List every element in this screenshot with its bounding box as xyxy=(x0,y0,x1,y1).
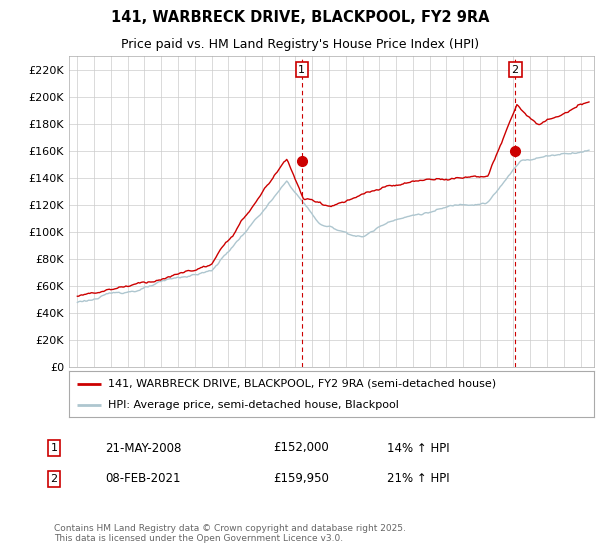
Text: 2: 2 xyxy=(512,64,519,74)
Text: 21% ↑ HPI: 21% ↑ HPI xyxy=(387,472,449,486)
Text: Contains HM Land Registry data © Crown copyright and database right 2025.
This d: Contains HM Land Registry data © Crown c… xyxy=(54,524,406,543)
Text: £152,000: £152,000 xyxy=(273,441,329,455)
Text: Price paid vs. HM Land Registry's House Price Index (HPI): Price paid vs. HM Land Registry's House … xyxy=(121,38,479,51)
Text: 1: 1 xyxy=(298,64,305,74)
Text: 141, WARBRECK DRIVE, BLACKPOOL, FY2 9RA (semi-detached house): 141, WARBRECK DRIVE, BLACKPOOL, FY2 9RA … xyxy=(109,379,497,389)
Text: 2: 2 xyxy=(50,474,58,484)
Text: £159,950: £159,950 xyxy=(273,472,329,486)
Text: 14% ↑ HPI: 14% ↑ HPI xyxy=(387,441,449,455)
Text: 141, WARBRECK DRIVE, BLACKPOOL, FY2 9RA: 141, WARBRECK DRIVE, BLACKPOOL, FY2 9RA xyxy=(111,11,489,25)
Text: 1: 1 xyxy=(50,443,58,453)
Text: HPI: Average price, semi-detached house, Blackpool: HPI: Average price, semi-detached house,… xyxy=(109,400,399,410)
Text: 08-FEB-2021: 08-FEB-2021 xyxy=(105,472,181,486)
Text: 21-MAY-2008: 21-MAY-2008 xyxy=(105,441,181,455)
